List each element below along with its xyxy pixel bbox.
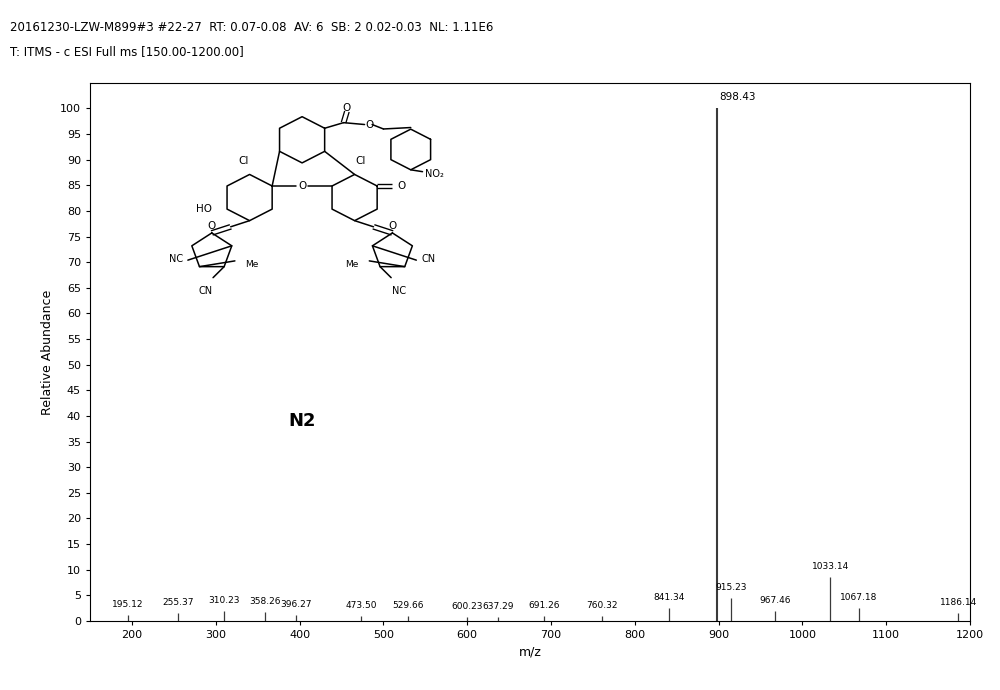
Text: O: O bbox=[397, 181, 405, 191]
Text: 20161230-LZW-M899#3 #22-27  RT: 0.07-0.08  AV: 6  SB: 2 0.02-0.03  NL: 1.11E6: 20161230-LZW-M899#3 #22-27 RT: 0.07-0.08… bbox=[10, 21, 493, 34]
Text: 600.23: 600.23 bbox=[452, 602, 483, 611]
Text: N2: N2 bbox=[288, 412, 316, 430]
Text: 358.26: 358.26 bbox=[249, 597, 280, 606]
Text: 1186.14: 1186.14 bbox=[940, 598, 977, 607]
Text: NC: NC bbox=[169, 254, 183, 264]
Text: O: O bbox=[388, 221, 397, 231]
Text: 691.26: 691.26 bbox=[528, 601, 559, 610]
Text: 898.43: 898.43 bbox=[719, 92, 755, 102]
Text: NC: NC bbox=[392, 286, 406, 296]
Text: T: ITMS - c ESI Full ms [150.00-1200.00]: T: ITMS - c ESI Full ms [150.00-1200.00] bbox=[10, 45, 244, 58]
Text: CN: CN bbox=[198, 286, 213, 296]
Text: 915.23: 915.23 bbox=[716, 583, 747, 592]
Text: 396.27: 396.27 bbox=[281, 600, 312, 609]
Text: NO₂: NO₂ bbox=[425, 168, 444, 179]
X-axis label: m/z: m/z bbox=[519, 646, 541, 658]
Text: O: O bbox=[298, 181, 306, 191]
Text: 637.29: 637.29 bbox=[483, 602, 514, 611]
Text: Me: Me bbox=[245, 260, 259, 269]
Text: Cl: Cl bbox=[238, 156, 248, 166]
Text: Cl: Cl bbox=[356, 156, 366, 166]
Text: 310.23: 310.23 bbox=[209, 595, 240, 604]
Text: 255.37: 255.37 bbox=[163, 598, 194, 607]
Text: O: O bbox=[343, 104, 351, 113]
Text: 529.66: 529.66 bbox=[392, 601, 424, 610]
Y-axis label: Relative Abundance: Relative Abundance bbox=[41, 289, 54, 415]
Text: Me: Me bbox=[345, 260, 359, 269]
Text: CN: CN bbox=[421, 254, 435, 264]
Text: 967.46: 967.46 bbox=[759, 595, 791, 604]
Text: 473.50: 473.50 bbox=[345, 601, 377, 610]
Text: 195.12: 195.12 bbox=[112, 600, 144, 609]
Text: 1033.14: 1033.14 bbox=[812, 562, 849, 571]
Text: 1067.18: 1067.18 bbox=[840, 593, 877, 602]
Text: HO: HO bbox=[196, 204, 212, 214]
Text: O: O bbox=[365, 119, 374, 130]
Text: 760.32: 760.32 bbox=[586, 601, 617, 610]
Text: 841.34: 841.34 bbox=[654, 593, 685, 602]
Text: O: O bbox=[208, 221, 216, 231]
